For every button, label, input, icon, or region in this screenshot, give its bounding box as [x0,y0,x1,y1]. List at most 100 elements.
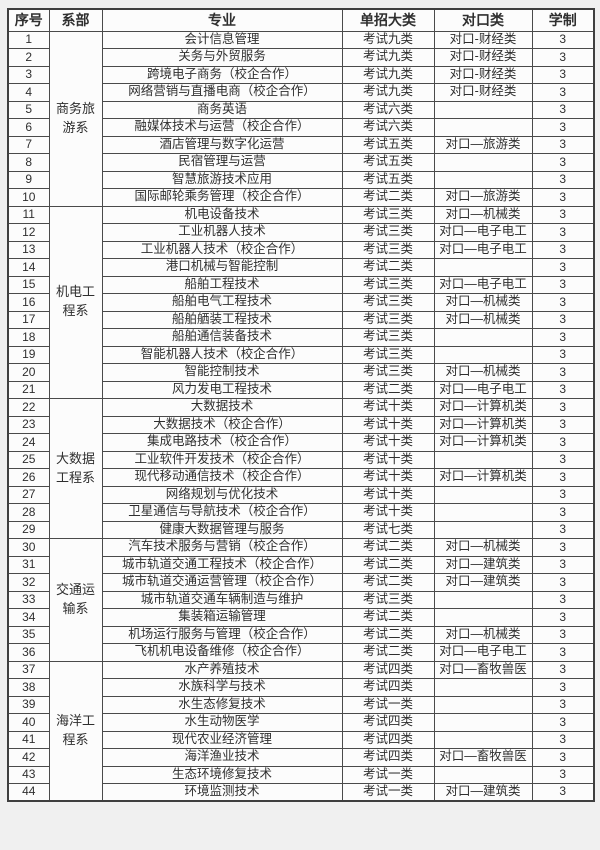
category-cell: 考试一类 [341,695,435,714]
major-cell: 生态环境修复技术 [101,765,343,784]
category-cell: 考试一类 [341,783,435,802]
category-cell: 考试九类 [341,65,435,84]
row-number-cell: 30 [7,538,50,557]
years-cell: 3 [531,345,595,364]
years-cell: 3 [531,643,595,662]
row-number-cell: 31 [7,555,50,574]
major-cell: 国际邮轮乘务管理（校企合作） [101,188,343,207]
row-number-cell: 8 [7,153,50,172]
table-row: 13 工业机器人技术（校企合作） 考试三类 对口—电子电工 3 [7,240,595,259]
category-cell: 考试九类 [341,48,435,67]
major-cell: 汽车技术服务与营销（校企合作） [101,538,343,557]
category-cell: 考试三类 [341,328,435,347]
col-header-counterpart: 对口类 [433,8,533,32]
major-cell: 商务英语 [101,100,343,119]
table-row: 10 国际邮轮乘务管理（校企合作） 考试二类 对口—旅游类 3 [7,188,595,207]
years-cell: 3 [531,275,595,294]
row-number-cell: 29 [7,520,50,539]
major-cell: 工业机器人技术（校企合作） [101,240,343,259]
table-row: 43 生态环境修复技术 考试一类 3 [7,765,595,784]
years-cell: 3 [531,450,595,469]
counterpart-cell [433,765,533,784]
table-row: 6 融媒体技术与运营（校企合作） 考试六类 3 [7,118,595,137]
years-cell: 3 [531,538,595,557]
years-cell: 3 [531,485,595,504]
table-row: 32 城市轨道交通运营管理（校企合作） 考试二类 对口—建筑类 3 [7,573,595,592]
major-cell: 智能控制技术 [101,363,343,382]
row-number-cell: 19 [7,345,50,364]
years-cell: 3 [531,240,595,259]
major-cell: 船舶通信装备技术 [101,328,343,347]
category-cell: 考试九类 [341,30,435,49]
counterpart-cell [433,678,533,697]
major-cell: 工业软件开发技术（校企合作） [101,450,343,469]
table-row: 16 船舶电气工程技术 考试三类 对口—机械类 3 [7,293,595,312]
row-number-cell: 1 [7,30,50,49]
row-number-cell: 23 [7,415,50,434]
table-row: 35 机场运行服务与管理（校企合作） 考试二类 对口—机械类 3 [7,625,595,644]
counterpart-cell [433,485,533,504]
major-cell: 大数据技术 [101,398,343,417]
table-row: 36 飞机机电设备维修（校企合作） 考试二类 对口—电子电工 3 [7,643,595,662]
row-number-cell: 39 [7,695,50,714]
years-cell: 3 [531,48,595,67]
category-cell: 考试二类 [341,608,435,627]
row-number-cell: 12 [7,223,50,242]
years-cell: 3 [531,695,595,714]
years-cell: 3 [531,65,595,84]
major-cell: 飞机机电设备维修（校企合作） [101,643,343,662]
years-cell: 3 [531,363,595,382]
counterpart-cell: 对口—畜牧兽医 [433,748,533,767]
counterpart-cell [433,450,533,469]
counterpart-cell [433,503,533,522]
counterpart-cell: 对口—旅游类 [433,135,533,154]
years-cell: 3 [531,555,595,574]
major-cell: 机场运行服务与管理（校企合作） [101,625,343,644]
counterpart-cell: 对口—机械类 [433,363,533,382]
counterpart-cell: 对口—畜牧兽医 [433,660,533,679]
table-row: 37 海洋工程系 水产养殖技术 考试四类 对口—畜牧兽医 3 [7,660,595,802]
years-cell: 3 [531,398,595,417]
category-cell: 考试一类 [341,765,435,784]
category-cell: 考试四类 [341,748,435,767]
row-number-cell: 16 [7,293,50,312]
row-number-cell: 13 [7,240,50,259]
table-row: 19 智能机器人技术（校企合作） 考试三类 3 [7,345,595,364]
table-row: 28 卫星通信与导航技术（校企合作） 考试十类 3 [7,503,595,522]
category-cell: 考试十类 [341,398,435,417]
years-cell: 3 [531,188,595,207]
category-cell: 考试七类 [341,520,435,539]
category-cell: 考试二类 [341,625,435,644]
row-number-cell: 21 [7,380,50,399]
counterpart-cell: 对口—建筑类 [433,783,533,802]
category-cell: 考试十类 [341,468,435,487]
counterpart-cell [433,170,533,189]
years-cell: 3 [531,170,595,189]
major-cell: 机电设备技术 [101,205,343,224]
major-cell: 城市轨道交通工程技术（校企合作） [101,555,343,574]
major-cell: 船舶电气工程技术 [101,293,343,312]
years-cell: 3 [531,468,595,487]
table-row: 17 船舶舾装工程技术 考试三类 对口—机械类 3 [7,310,595,329]
row-number-cell: 37 [7,660,50,679]
years-cell: 3 [531,258,595,277]
category-cell: 考试四类 [341,678,435,697]
category-cell: 考试九类 [341,83,435,102]
col-header-years: 学制 [531,8,595,32]
major-cell: 集装箱运输管理 [101,608,343,627]
table-body: 1 商务旅游系 会计信息管理 考试九类 对口-财经类 3 2 关务与外贸服务 考试九类 对口-财经… [7,30,595,802]
department-cell: 海洋工程系 [48,660,103,802]
counterpart-cell: 对口—机械类 [433,625,533,644]
table-row: 21 风力发电工程技术 考试二类 对口—电子电工 3 [7,380,595,399]
majors-table: 序号 系部 专业 单招大类 对口类 学制 1 商务旅游系 会计信息管理 考试九类 对口-… [7,8,595,802]
major-cell: 酒店管理与数字化运营 [101,135,343,154]
major-cell: 大数据技术（校企合作） [101,415,343,434]
category-cell: 考试四类 [341,730,435,749]
table-row: 29 健康大数据管理与服务 考试七类 3 [7,520,595,539]
major-cell: 现代农业经济管理 [101,730,343,749]
counterpart-cell: 对口—电子电工 [433,643,533,662]
counterpart-cell [433,345,533,364]
row-number-cell: 17 [7,310,50,329]
counterpart-cell: 对口-财经类 [433,30,533,49]
